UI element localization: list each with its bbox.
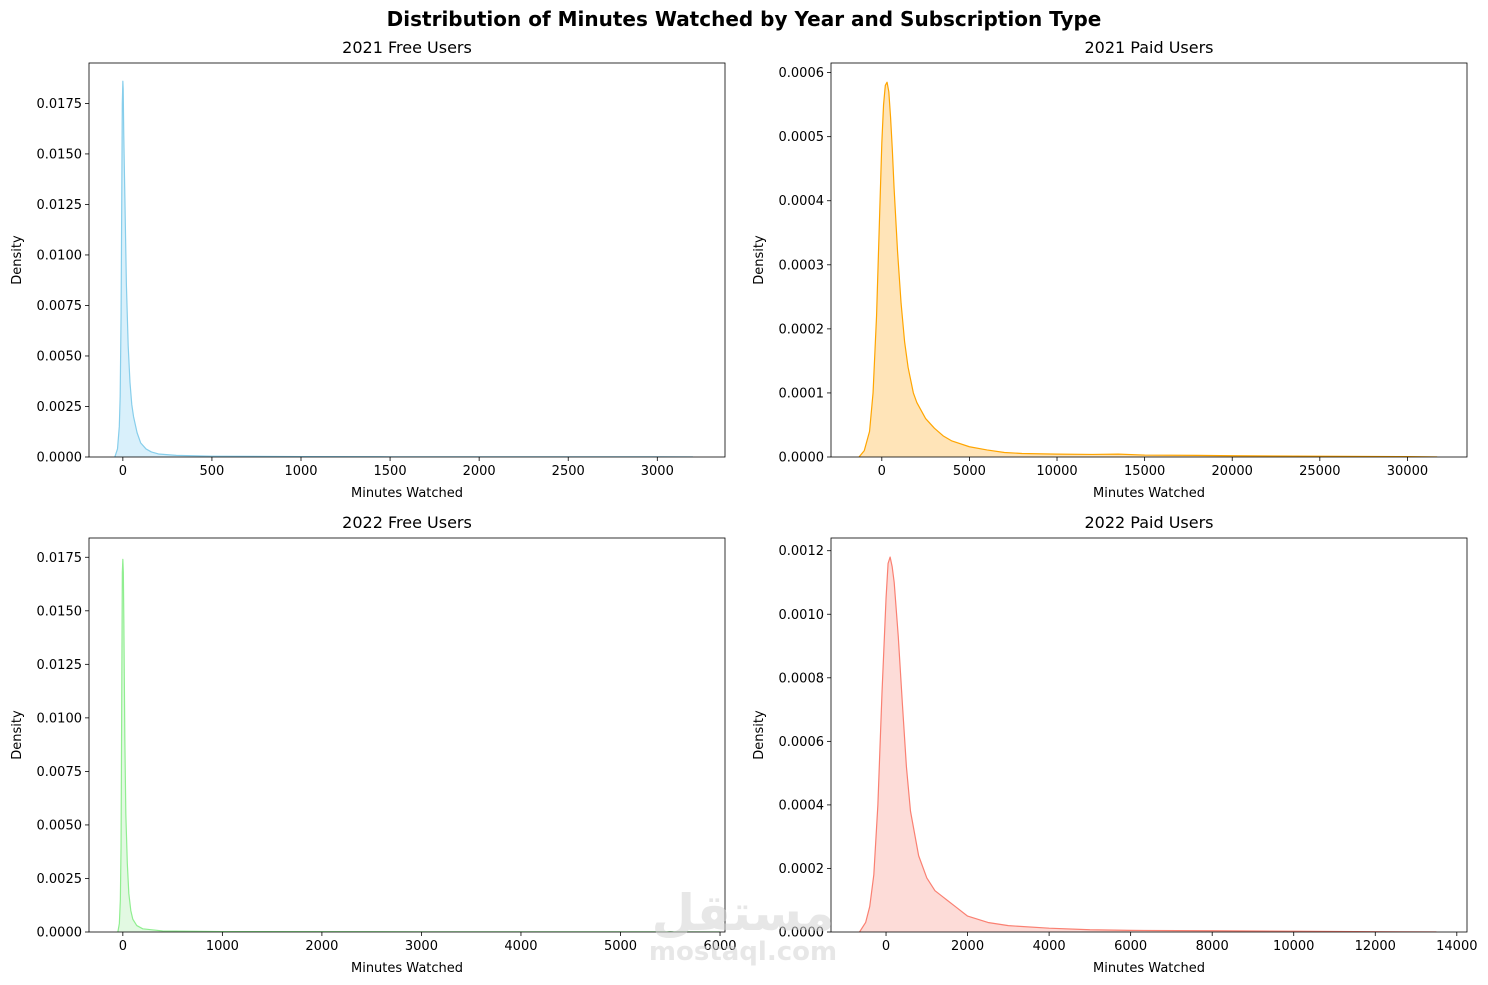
y-tick-label: 0.0002 [779,322,825,337]
x-tick-label: 3000 [641,464,674,479]
x-tick-label: 4000 [1033,939,1066,954]
subplot-title: 2021 Free Users [342,38,472,57]
subplot-title: 2021 Paid Users [1084,38,1213,57]
y-tick-label: 0.0000 [779,926,825,941]
watermark: مستقل mostaql.com [649,884,837,967]
y-tick-label: 0.0025 [37,400,83,415]
y-tick-label: 0.0125 [37,198,83,213]
y-tick-label: 0.0100 [37,248,83,263]
y-tick-label: 0.0010 [779,608,825,623]
x-tick-label: 2000 [305,939,338,954]
subplot-title: 2022 Paid Users [1084,513,1213,532]
y-tick-label: 0.0050 [37,349,83,364]
x-tick-label: 1000 [284,464,317,479]
x-tick-label: 5000 [953,464,986,479]
y-tick-label: 0.0000 [37,451,83,466]
y-tick-label: 0.0150 [37,604,83,619]
y-tick-label: 0.0000 [37,926,83,941]
x-tick-label: 0 [119,464,127,479]
watermark-url: mostaql.com [649,937,837,967]
y-tick-label: 0.0006 [779,66,825,81]
y-tick-label: 0.0004 [779,798,825,813]
y-tick-label: 0.0125 [37,658,83,673]
y-tick-label: 0.0012 [779,544,825,559]
y-tick-label: 0.0150 [37,147,83,162]
subplot-3: 0 1000 2000 3000 4000 5000 6000 0.0000 0.0025 0.0… [10,513,737,976]
x-tick-label: 5000 [604,939,637,954]
watermark-logo: مستقل [652,884,835,942]
density-area [859,82,1438,457]
y-tick-label: 0.0005 [779,130,825,145]
x-axis-label: Minutes Watched [351,961,463,976]
y-axis-label: Density [10,710,25,760]
x-tick-label: 500 [200,464,225,479]
subplot-2: 0 5000 10000 15000 20000 25000 30000 0.0000 0.00… [752,38,1468,501]
x-tick-label: 25000 [1299,464,1340,479]
x-tick-label: 12000 [1355,939,1396,954]
x-tick-label: 2000 [463,464,496,479]
subplot-1: 0 500 1000 1500 2000 2500 3000 0.0000 0.0025 0.00… [10,38,726,501]
y-tick-label: 0.0100 [37,711,83,726]
y-tick-label: 0.0006 [779,735,825,750]
y-tick-label: 0.0004 [779,194,825,209]
axes-frame [830,537,1468,933]
figure-title: Distribution of Minutes Watched by Year … [387,7,1102,31]
y-tick-label: 0.0003 [779,258,825,273]
x-tick-label: 1000 [206,939,239,954]
axes-frame [88,62,726,458]
x-tick-label: 3000 [405,939,438,954]
x-tick-label: 20000 [1212,464,1253,479]
density-area [859,557,1437,932]
y-tick-label: 0.0002 [779,862,825,877]
x-tick-label: 14000 [1436,939,1477,954]
y-tick-label: 0.0075 [37,765,83,780]
x-tick-label: 4000 [504,939,537,954]
y-tick-label: 0.0050 [37,818,83,833]
subplots: 0 500 1000 1500 2000 2500 3000 0.0000 0.0025 0.00… [10,38,1477,976]
density-line [117,558,721,932]
x-tick-label: 0 [878,464,886,479]
axes-frame [88,537,726,933]
x-tick-label: 2000 [951,939,984,954]
y-tick-label: 0.0175 [37,97,83,112]
x-tick-label: 6000 [703,939,736,954]
axes-frame [830,62,1468,458]
x-tick-label: 0 [119,939,127,954]
y-tick-label: 0.0075 [37,299,83,314]
density-line [858,81,1438,457]
y-tick-label: 0.0025 [37,872,83,887]
density-line [859,556,1437,932]
x-tick-label: 6000 [1114,939,1147,954]
y-axis-label: Density [752,710,767,760]
y-tick-label: 0.0000 [779,451,825,466]
x-tick-label: 2500 [552,464,585,479]
y-tick-label: 0.0001 [779,386,825,401]
x-axis-label: Minutes Watched [351,486,463,501]
y-tick-label: 0.0175 [37,551,83,566]
x-tick-label: 10000 [1273,939,1314,954]
x-tick-label: 8000 [1196,939,1229,954]
x-tick-label: 0 [882,939,890,954]
subplot-title: 2022 Free Users [342,513,472,532]
x-tick-label: 10000 [1036,464,1077,479]
x-tick-label: 1500 [374,464,407,479]
x-tick-label: 15000 [1124,464,1165,479]
y-axis-label: Density [10,235,25,285]
y-tick-label: 0.0008 [779,671,825,686]
x-tick-label: 30000 [1387,464,1428,479]
y-axis-label: Density [752,235,767,285]
x-axis-label: Minutes Watched [1093,961,1205,976]
subplot-4: 0 2000 4000 6000 8000 10000 12000 14000 0.0000 0.… [752,513,1477,976]
x-axis-label: Minutes Watched [1093,486,1205,501]
